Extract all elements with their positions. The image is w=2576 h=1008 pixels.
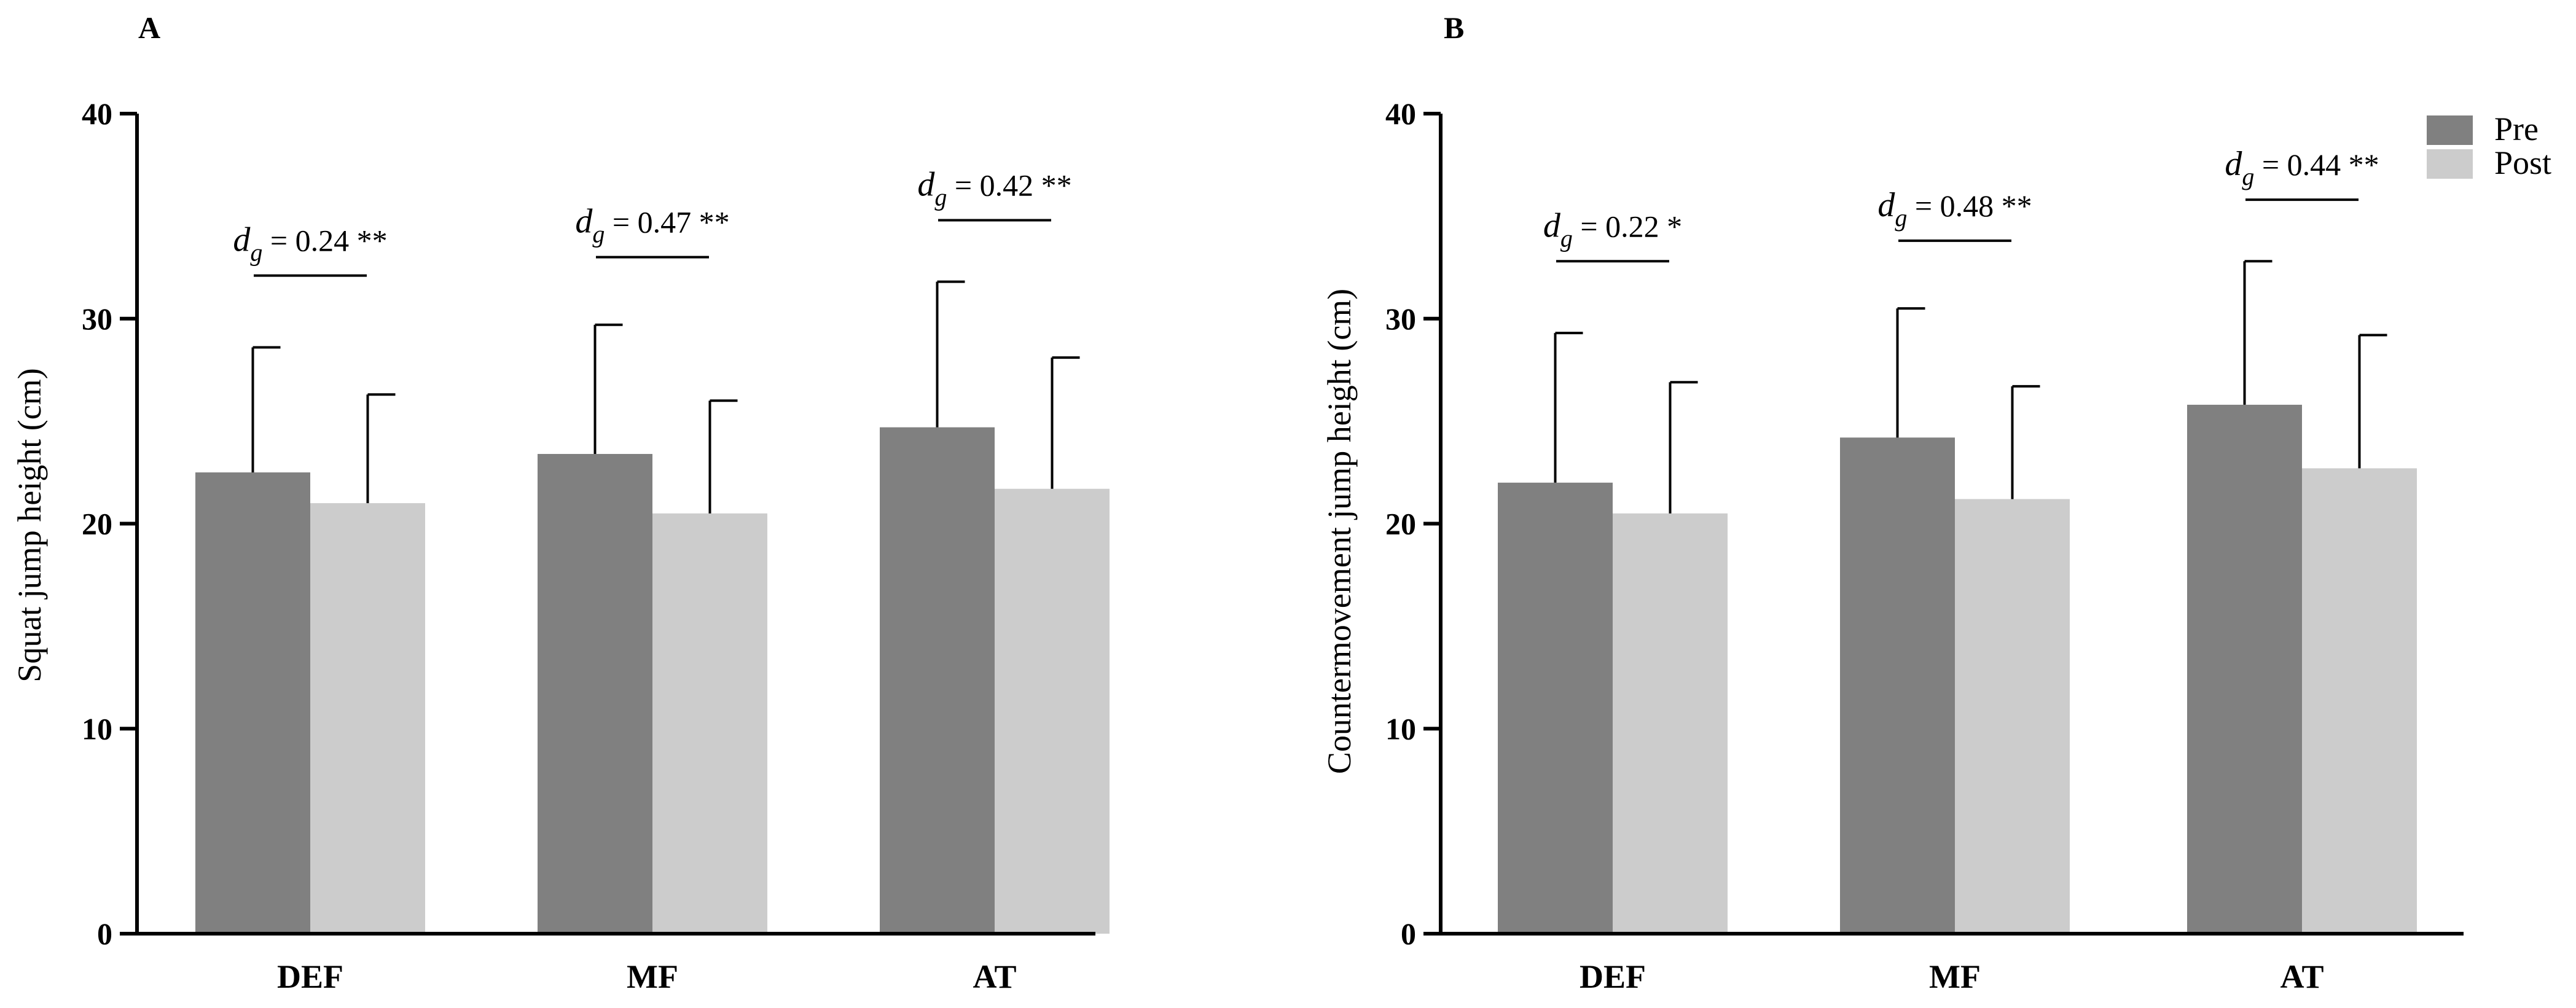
panel-a-plot-area: DEF dg = 0.24 ** MF dg = 0.47 ** AT dg = 0.42… <box>82 96 1110 995</box>
bar-pre-mf <box>538 454 652 934</box>
y-tick-label-20: 20 <box>82 507 112 541</box>
error-bar-pre-at <box>936 280 965 428</box>
bar-pre-def <box>1498 482 1613 934</box>
error-bar-post-def <box>366 393 396 504</box>
y-tick-label-10: 10 <box>1385 711 1416 746</box>
bar-pre-at <box>880 427 995 934</box>
x-tick-label-mf: MF <box>627 958 678 995</box>
panel-a-letter: A <box>138 10 160 45</box>
error-bar-post-at <box>1051 356 1080 489</box>
x-tick-label-at: AT <box>2280 958 2323 995</box>
bar-pre-mf <box>1840 437 1955 934</box>
bar-post-at <box>2302 468 2417 934</box>
annotation-mf: dg = 0.48 ** <box>1877 186 2032 232</box>
error-bar-post-at <box>2358 334 2387 469</box>
error-bar-pre-mf <box>593 323 623 455</box>
annotation-at: dg = 0.44 ** <box>2225 145 2379 190</box>
panel-a-y-axis-title: Squat jump height (cm) <box>11 368 48 682</box>
panel-b-y-axis-title: Countermovement jump height (cm) <box>1321 289 1358 774</box>
legend-pre-label: Pre <box>2494 111 2539 147</box>
y-tick-label-0: 0 <box>97 916 112 951</box>
annotation-def: dg = 0.24 ** <box>233 221 387 267</box>
bar-post-mf <box>1955 499 2070 934</box>
annotation-def: dg = 0.22 * <box>1543 206 1682 252</box>
panel-b: B Countermovement jump height (cm) DEF dg… <box>1321 10 2551 995</box>
legend-pre-swatch <box>2427 115 2473 145</box>
error-bar-post-def <box>1669 381 1698 514</box>
y-tick-label-40: 40 <box>1385 96 1416 131</box>
legend-post-swatch <box>2427 149 2473 179</box>
bar-post-at <box>995 488 1110 934</box>
panel-b-letter: B <box>1444 10 1464 45</box>
annotation-at: dg = 0.42 ** <box>917 166 1071 211</box>
bar-pre-at <box>2187 404 2302 934</box>
y-tick-label-20: 20 <box>1385 507 1416 541</box>
bar-post-def <box>310 503 425 934</box>
bar-pre-def <box>195 472 310 934</box>
bar-post-def <box>1613 513 1728 934</box>
error-bar-pre-def <box>1554 332 1583 483</box>
error-bar-post-mf <box>708 399 738 514</box>
error-bar-post-mf <box>2011 385 2040 499</box>
annotation-mf: dg = 0.47 ** <box>575 203 729 248</box>
y-tick-label-30: 30 <box>1385 302 1416 336</box>
y-tick-label-10: 10 <box>82 711 112 746</box>
error-bar-pre-at <box>2243 260 2273 405</box>
legend-post-label: Post <box>2494 144 2551 181</box>
y-tick-label-40: 40 <box>82 96 112 131</box>
legend: Pre Post <box>2427 111 2551 181</box>
x-tick-label-at: AT <box>973 958 1016 995</box>
x-tick-label-mf: MF <box>1929 958 1981 995</box>
y-tick-label-0: 0 <box>1401 916 1416 951</box>
panel-a: A Squat jump height (cm) DEF dg = 0.24 **… <box>11 10 1110 995</box>
x-tick-label-def: DEF <box>1580 958 1646 995</box>
bar-post-mf <box>652 513 767 934</box>
y-tick-label-30: 30 <box>82 302 112 336</box>
error-bar-pre-def <box>251 346 281 473</box>
error-bar-pre-mf <box>1896 307 1925 438</box>
x-tick-label-def: DEF <box>277 958 343 995</box>
panel-b-plot-area: DEF dg = 0.22 * MF dg = 0.48 ** AT dg = 0.44 … <box>1385 96 2464 995</box>
